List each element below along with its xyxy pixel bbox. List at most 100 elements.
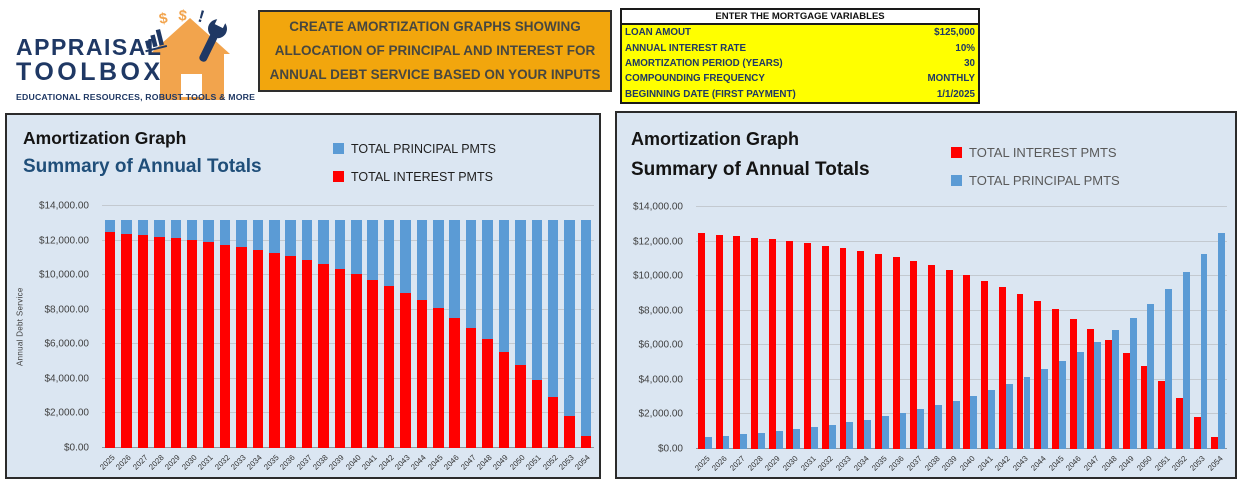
bar-principal	[285, 220, 296, 257]
bar-principal	[137, 220, 149, 236]
bar-principal	[881, 416, 889, 449]
x-axis-tick-label: 2054	[1205, 454, 1225, 473]
x-axis-tick-label: 2029	[763, 454, 783, 473]
clustered-amortization-chart: Amortization Graph Summary of Annual Tot…	[615, 111, 1237, 479]
grid-line	[102, 274, 594, 276]
instruction-box: CREATE AMORTIZATION GRAPHS SHOWING ALLOC…	[258, 10, 612, 92]
x-axis-tick-label: 2032	[816, 454, 836, 473]
bar-slot	[315, 206, 331, 448]
grid-line	[696, 206, 1227, 207]
y-axis-tick-label: $0.00	[657, 443, 683, 455]
appraisal-toolbox-logo: $ $ ! APPRAISAL TOOLBOX EDUCATIONAL RESO…	[14, 6, 255, 108]
bar-principal	[564, 220, 575, 416]
bar-interest	[449, 317, 460, 448]
table-row: BEGINNING DATE (FIRST PAYMENT) 1/1/2025	[622, 86, 978, 102]
bar-slot	[496, 206, 512, 448]
chart-title: Amortization Graph	[23, 128, 187, 148]
x-axis-tick-label: 2031	[798, 454, 818, 473]
bar-principal	[515, 220, 526, 366]
x-axis-tick-label: 2028	[745, 454, 765, 473]
bar-principal	[1023, 376, 1031, 449]
bar-interest	[1052, 309, 1059, 449]
bar-interest	[433, 308, 444, 448]
grid-line	[696, 275, 1227, 277]
bar-interest	[252, 249, 264, 448]
bar-principal	[722, 435, 730, 449]
x-axis-tick-label: 2029	[163, 453, 183, 472]
variable-label: BEGINNING DATE (FIRST PAYMENT)	[625, 88, 796, 100]
x-axis-tick-label: 2032	[212, 453, 232, 472]
table-row: COMPOUNDING FREQUENCY MONTHLY	[622, 71, 978, 87]
bar-slot	[200, 206, 216, 448]
x-axis-tick-label: 2034	[851, 454, 871, 473]
instruction-line: ANNUAL DEBT SERVICE BASED ON YOUR INPUTS	[269, 67, 601, 82]
variable-value-input[interactable]: 10%	[955, 42, 975, 54]
bar-slot	[1103, 207, 1121, 449]
chart-title: Amortization Graph	[631, 129, 800, 149]
bar-principal	[318, 220, 329, 265]
bar-principal	[811, 427, 818, 449]
x-axis-tick-label: 2039	[940, 454, 960, 473]
x-axis-tick-label: 2053	[557, 453, 576, 472]
bar-principal	[186, 220, 198, 241]
bar-interest	[301, 260, 313, 448]
y-axis-tick-label: $12,000.00	[38, 235, 89, 247]
bar-principal	[952, 400, 960, 449]
variable-value-input[interactable]: 30	[964, 57, 975, 69]
x-axis-tick-label: 2041	[360, 453, 379, 472]
bar-principal	[367, 220, 378, 280]
x-axis-tick-label: 2033	[229, 453, 248, 472]
y-axis-tick-label: $2,000.00	[638, 408, 684, 420]
bar-principal	[704, 437, 712, 449]
bar-principal	[740, 434, 748, 449]
bar-slot	[151, 206, 167, 448]
bar-principal	[531, 220, 543, 381]
plot-area	[696, 206, 1227, 449]
bar-slot	[545, 206, 561, 448]
grid-line	[102, 205, 594, 206]
bar-interest	[1175, 398, 1183, 449]
legend-item: TOTAL INTEREST PMTS	[333, 168, 496, 185]
x-axis-tick-label: 2048	[475, 453, 494, 472]
x-axis-tick-label: 2052	[540, 453, 560, 472]
bar-interest	[1034, 301, 1042, 449]
bar-slot	[944, 207, 962, 449]
variable-value-input[interactable]: 1/1/2025	[936, 88, 975, 100]
bar-interest	[383, 285, 395, 448]
variable-value-input[interactable]: MONTHLY	[927, 73, 975, 85]
bar-slot	[1050, 207, 1068, 449]
x-axis-tick-label: 2043	[393, 453, 412, 472]
bar-principal	[383, 220, 395, 286]
x-axis-tick-label: 2038	[922, 454, 942, 473]
bar-interest	[236, 247, 247, 448]
bar-principal	[580, 220, 592, 437]
bar-slot	[1068, 207, 1086, 449]
x-axis-tick-label: 2050	[507, 453, 527, 472]
bar-principal	[899, 413, 907, 449]
chart-legend: TOTAL PRINCIPAL PMTS TOTAL INTEREST PMTS	[333, 140, 496, 196]
y-axis-tick-label: $6,000.00	[638, 339, 684, 351]
bar-slot	[1085, 207, 1103, 449]
bar-slot	[908, 207, 926, 449]
y-axis-tick-labels: $0.00 $2,000.00 $4,000.00 $6,000.00 $8,000.0…	[617, 202, 689, 455]
bar-interest	[1016, 293, 1024, 449]
bar-slot	[102, 206, 118, 448]
bar-slot	[348, 206, 364, 448]
x-axis-tick-label: 2027	[130, 453, 150, 472]
bar-slot	[233, 206, 249, 448]
bar-principal	[970, 395, 978, 449]
x-axis-tick-label: 2046	[442, 453, 461, 472]
variable-value-input[interactable]: $125,000	[934, 27, 975, 39]
x-axis-tick-label: 2046	[1064, 454, 1083, 473]
x-axis-tick-label: 2037	[294, 453, 314, 472]
grid-line	[102, 412, 594, 414]
bars-row	[696, 207, 1227, 449]
bar-slot	[397, 206, 413, 448]
bar-slot	[299, 206, 315, 448]
bar-interest	[804, 243, 812, 449]
x-axis-tick-label: 2030	[781, 454, 800, 473]
bar-interest	[733, 236, 741, 449]
bar-slot	[820, 207, 838, 449]
bar-slot	[873, 207, 891, 449]
x-axis-tick-label: 2044	[1028, 454, 1048, 473]
